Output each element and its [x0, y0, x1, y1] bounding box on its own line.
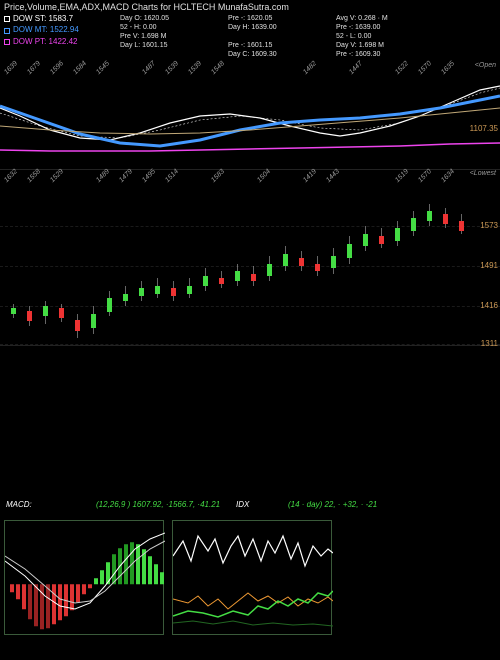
adx-values: (14 · day) 22, · +32, · -21 [288, 500, 377, 509]
stat: Pre -: 1601.15 [228, 41, 328, 50]
axis-label-lowest: <Lowest [470, 170, 496, 177]
macd-values-a: (12,26,9 ) 1607.92, ·1566.7, ·41.21 [96, 500, 220, 509]
ema-y-value: 1107.35 [470, 124, 498, 133]
adx-panel [172, 520, 332, 635]
candlestick-chart: 1573149114161311 [0, 186, 500, 346]
stat: Day L: 1601.15 [120, 41, 220, 50]
stat: Day O: 1620.05 [120, 14, 220, 23]
chart-title: Price,Volume,EMA,ADX,MACD Charts for HCL… [0, 0, 500, 14]
stat: Pre -: 1620.05 [228, 14, 328, 23]
axis-label-open: <Open [475, 62, 496, 69]
legend: DOW ST: 1583.7DOW MT: 1522.94DOW PT: 142… [4, 14, 79, 48]
macd-panel [4, 520, 164, 635]
stat: Day V: 1.698 M [336, 41, 436, 50]
stat: Day H: 1639.00 [228, 23, 328, 32]
stat: 52 - L: 0.00 [336, 32, 436, 41]
stat: Avg V: 0.268 · M [336, 14, 436, 23]
ema-chart: 1107.35 [0, 78, 500, 170]
stat: Pre V: 1.698 M [120, 32, 220, 41]
top-x-axis: <Open 1639167915961584154514871539153915… [0, 62, 500, 78]
macd-label: MACD: [6, 500, 32, 509]
mid-x-axis: <Lowest 16321558152914891479149515141583… [0, 170, 500, 186]
stat: 52 - H: 0.00 [120, 23, 220, 32]
stat: Day C: 1609.30 [228, 50, 328, 59]
idx-label: IDX [236, 500, 249, 509]
stat: Pre -: 1639.00 [336, 23, 436, 32]
stat: Pre -: 1609.30 [336, 50, 436, 59]
ohlc-stats: Day O: 1620.05 Pre -: 1620.05 Avg V: 0.2… [120, 14, 436, 59]
